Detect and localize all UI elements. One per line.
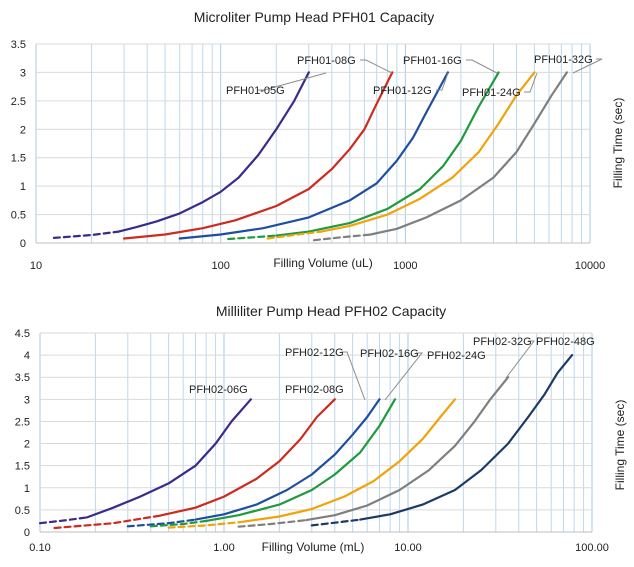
series-line bbox=[359, 354, 574, 521]
y-tick-label: 1.5 bbox=[11, 153, 26, 165]
series-line bbox=[275, 71, 500, 237]
x-tick-label: 100 bbox=[211, 260, 229, 272]
series-PFH02-16G: PFH02-16G bbox=[149, 348, 424, 528]
y-tick-label: 0 bbox=[24, 527, 30, 539]
y-tick-label: 3.5 bbox=[11, 39, 26, 51]
x-axis-label: Filling Volume (uL) bbox=[273, 256, 372, 270]
y-tick-label: 3.5 bbox=[15, 372, 30, 384]
series-PFH02-08G: PFH02-08G bbox=[53, 384, 344, 530]
series-line bbox=[85, 398, 252, 519]
series-label: PFH02-06G bbox=[189, 384, 248, 396]
chart-title: Microliter Pump Head PFH01 Capacity bbox=[194, 9, 434, 25]
series-PFH02-24G: PFH02-24G bbox=[167, 350, 486, 529]
y-tick-label: 0.5 bbox=[11, 210, 26, 222]
y-tick-label: 2 bbox=[20, 124, 26, 136]
series-line bbox=[122, 71, 394, 240]
series-PFH01-08G: PFH01-08G bbox=[122, 55, 394, 240]
x-tick-label: 0.10 bbox=[29, 542, 50, 554]
series-label: PFH01-24G bbox=[462, 87, 521, 99]
series-line bbox=[159, 398, 336, 517]
y-tick-label: 1.5 bbox=[15, 461, 30, 473]
chart-title: Milliliter Pump Head PFH02 Capacity bbox=[216, 303, 446, 319]
series-line-dashed bbox=[312, 233, 372, 242]
y-axis-label: Filling Time (sec) bbox=[611, 98, 625, 189]
series-line bbox=[320, 71, 536, 233]
series-label-leader bbox=[258, 72, 327, 91]
series-line bbox=[237, 398, 457, 524]
series-label: PFH02-24G bbox=[427, 350, 486, 362]
series-line-dashed bbox=[167, 521, 240, 529]
series-label: PFH01-12G bbox=[373, 85, 432, 97]
y-axis-label: Filling Time (sec) bbox=[613, 400, 627, 491]
x-tick-label: 1000 bbox=[393, 260, 417, 272]
y-tick-label: 1 bbox=[20, 181, 26, 193]
series-PFH01-05G: PFH01-05G bbox=[52, 71, 327, 239]
y-tick-label: 0.5 bbox=[15, 505, 30, 517]
x-tick-label: 10 bbox=[30, 260, 42, 272]
series-line-dashed bbox=[237, 518, 308, 528]
series-line-dashed bbox=[149, 519, 208, 528]
chart-1: Microliter Pump Head PFH01 Capacity 0 0.5 1… bbox=[11, 9, 625, 272]
x-axis-label: Filling Volume (mL) bbox=[262, 540, 365, 554]
series-line-dashed bbox=[310, 518, 362, 527]
x-tick-label: 10.00 bbox=[394, 542, 422, 554]
y-tick-label: 3 bbox=[20, 67, 26, 79]
series-line bbox=[194, 398, 381, 521]
series-label: PFH02-48G bbox=[536, 336, 595, 348]
series-label: PFH02-08G bbox=[285, 384, 344, 396]
series-label-leader bbox=[466, 59, 498, 74]
series-PFH01-12G: PFH01-12G bbox=[178, 71, 449, 240]
series-label: PFH02-32G bbox=[473, 336, 532, 348]
series-line bbox=[178, 71, 449, 240]
series-PFH01-32G: PFH01-32G bbox=[312, 54, 603, 242]
series-PFH02-48G: PFH02-48G bbox=[310, 336, 595, 527]
y-tick-label: 3 bbox=[24, 394, 30, 406]
series-label-leader bbox=[360, 59, 393, 74]
series-line bbox=[305, 376, 510, 522]
series-line-dashed bbox=[52, 230, 120, 239]
series-label: PFH02-16G bbox=[360, 348, 419, 360]
series-line-dashed bbox=[126, 518, 197, 528]
y-tick-label: 1 bbox=[24, 483, 30, 495]
series-line bbox=[117, 71, 310, 233]
chart-2: Milliliter Pump Head PFH02 Capacity 0 0.5 1… bbox=[15, 303, 627, 554]
y-tick-label: 4.5 bbox=[15, 328, 30, 340]
series-label-leader bbox=[436, 72, 449, 91]
series-line-dashed bbox=[227, 234, 278, 241]
series-label-leader bbox=[341, 351, 366, 401]
series-label: PFH01-32G bbox=[534, 54, 593, 66]
y-tick-label: 2 bbox=[24, 439, 30, 451]
series-line-dashed bbox=[53, 514, 162, 530]
x-tick-label: 1.00 bbox=[213, 542, 234, 554]
series-label: PFH01-05G bbox=[226, 85, 285, 97]
y-tick-label: 4 bbox=[24, 350, 30, 362]
series-label-leader bbox=[524, 72, 538, 93]
series-PFH02-32G: PFH02-32G bbox=[237, 336, 536, 528]
series-line bbox=[205, 398, 397, 523]
series-label-leader bbox=[505, 340, 536, 379]
series-PFH01-24G: PFH01-24G bbox=[266, 71, 538, 240]
series-label: PFH01-16G bbox=[403, 55, 462, 67]
y-tick-label: 0 bbox=[20, 238, 26, 250]
series-PFH01-16G: PFH01-16G bbox=[227, 55, 500, 241]
y-tick-label: 2.5 bbox=[15, 416, 30, 428]
x-tick-label: 10000 bbox=[575, 260, 606, 272]
series-label: PFH02-12G bbox=[285, 347, 344, 359]
series-label: PFH01-08G bbox=[297, 55, 356, 67]
x-tick-label: 100.00 bbox=[575, 542, 609, 554]
series-line-dashed bbox=[266, 230, 323, 240]
series-line bbox=[369, 71, 569, 236]
series-PFH02-12G: PFH02-12G bbox=[126, 347, 381, 528]
y-tick-label: 2.5 bbox=[11, 96, 26, 108]
series-label-leader bbox=[572, 58, 603, 74]
series-line-dashed bbox=[38, 516, 89, 525]
series-PFH02-06G: PFH02-06G bbox=[38, 384, 252, 525]
series-label-leader bbox=[384, 352, 424, 401]
